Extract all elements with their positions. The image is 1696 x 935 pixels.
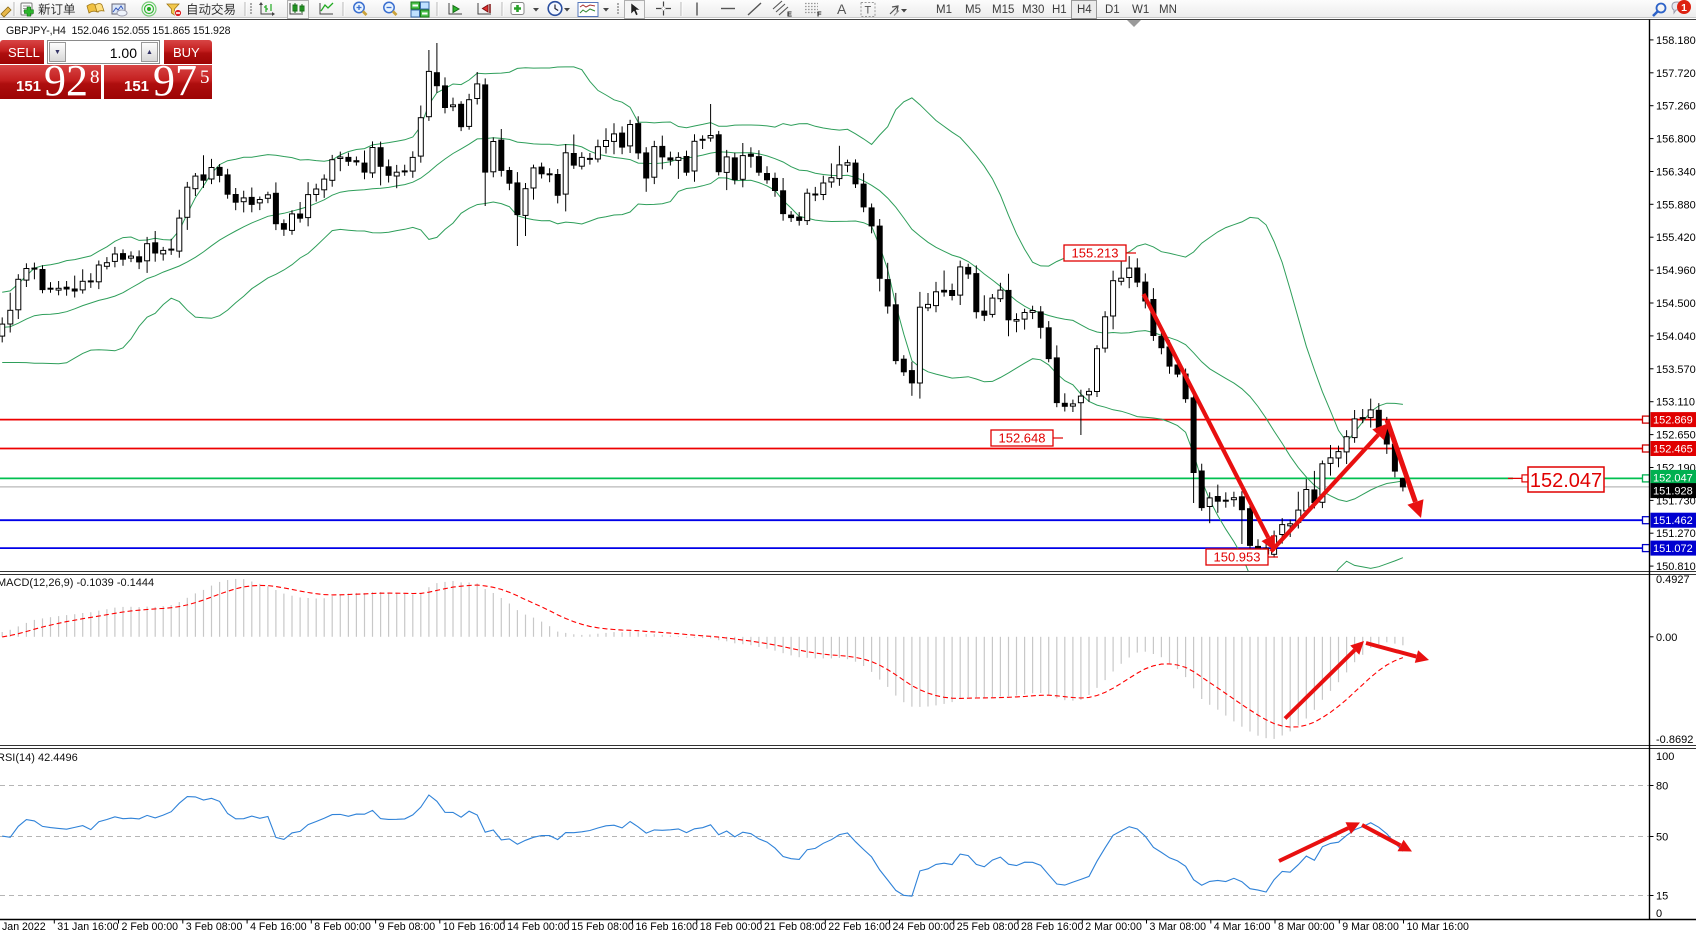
svg-text:8 Mar 00:00: 8 Mar 00:00 [1278, 921, 1335, 933]
svg-text:152.465: 152.465 [1653, 444, 1693, 456]
svg-text:16 Feb 16:00: 16 Feb 16:00 [636, 921, 699, 933]
svg-text:MN: MN [1159, 4, 1177, 16]
svg-text:Jan 2022: Jan 2022 [2, 921, 46, 933]
svg-text:150.810: 150.810 [1656, 561, 1696, 573]
svg-text:9 Feb 08:00: 9 Feb 08:00 [379, 921, 436, 933]
svg-text:158.180: 158.180 [1656, 35, 1696, 47]
svg-text:9 Mar 08:00: 9 Mar 08:00 [1342, 921, 1399, 933]
svg-text:155.420: 155.420 [1656, 232, 1696, 244]
svg-text:T: T [865, 5, 872, 17]
svg-text:18 Feb 00:00: 18 Feb 00:00 [700, 921, 763, 933]
svg-text:100: 100 [1656, 751, 1674, 763]
svg-text:152.648: 152.648 [999, 431, 1046, 446]
svg-text:152.869: 152.869 [1653, 415, 1693, 427]
svg-text:3 Mar 08:00: 3 Mar 08:00 [1150, 921, 1207, 933]
svg-text:D1: D1 [1105, 4, 1120, 16]
svg-text:151.462: 151.462 [1653, 515, 1693, 527]
svg-text:156.800: 156.800 [1656, 134, 1696, 146]
svg-text:153.110: 153.110 [1656, 397, 1695, 409]
svg-text:A: A [837, 1, 847, 17]
svg-text:10 Mar 16:00: 10 Mar 16:00 [1407, 921, 1470, 933]
svg-text:157.720: 157.720 [1656, 68, 1696, 80]
svg-text:24 Feb 00:00: 24 Feb 00:00 [893, 921, 956, 933]
svg-text:0: 0 [1656, 908, 1662, 920]
svg-text:151.730: 151.730 [1656, 495, 1696, 507]
svg-text:28 Feb 16:00: 28 Feb 16:00 [1021, 921, 1084, 933]
svg-text:0.4927: 0.4927 [1656, 574, 1690, 586]
svg-text:151.928: 151.928 [1653, 486, 1693, 498]
svg-text:15 Feb 08:00: 15 Feb 08:00 [571, 921, 634, 933]
svg-text:M15: M15 [992, 4, 1014, 16]
svg-text:M1: M1 [936, 4, 952, 16]
svg-text:H4: H4 [1077, 4, 1092, 16]
svg-text:F: F [817, 10, 822, 19]
svg-text:M5: M5 [965, 4, 981, 16]
svg-text:8 Feb 00:00: 8 Feb 00:00 [314, 921, 371, 933]
svg-text:155.213: 155.213 [1072, 246, 1119, 261]
svg-text:80: 80 [1656, 781, 1668, 793]
svg-text:152.047: 152.047 [1653, 472, 1693, 484]
svg-text:151.072: 151.072 [1653, 543, 1693, 555]
svg-text:25 Feb 08:00: 25 Feb 08:00 [957, 921, 1020, 933]
svg-text:W1: W1 [1132, 4, 1149, 16]
svg-text:50: 50 [1656, 832, 1668, 844]
svg-text:22 Feb 16:00: 22 Feb 16:00 [828, 921, 891, 933]
svg-text:4 Feb 16:00: 4 Feb 16:00 [250, 921, 307, 933]
svg-text:14 Feb 00:00: 14 Feb 00:00 [507, 921, 570, 933]
svg-text:150.953: 150.953 [1214, 550, 1261, 565]
svg-text:H1: H1 [1052, 4, 1067, 16]
svg-text:2 Mar 00:00: 2 Mar 00:00 [1085, 921, 1142, 933]
svg-text:154.960: 154.960 [1656, 265, 1696, 277]
svg-text:155.880: 155.880 [1656, 199, 1696, 211]
svg-text:152.650: 152.650 [1656, 430, 1696, 442]
svg-text:RSI(14) 42.4496: RSI(14) 42.4496 [0, 752, 78, 764]
svg-text:21 Feb 08:00: 21 Feb 08:00 [764, 921, 827, 933]
svg-text:153.570: 153.570 [1656, 364, 1696, 376]
svg-text:152.047: 152.047 [1530, 470, 1602, 492]
svg-text:157.260: 157.260 [1656, 101, 1696, 113]
svg-text:M30: M30 [1022, 4, 1044, 16]
svg-text:0.00: 0.00 [1656, 632, 1677, 644]
svg-text:4 Mar 16:00: 4 Mar 16:00 [1214, 921, 1271, 933]
svg-text:151.270: 151.270 [1656, 528, 1696, 540]
svg-text:15: 15 [1656, 891, 1668, 903]
svg-text:1: 1 [1681, 2, 1687, 14]
svg-text:3 Feb 08:00: 3 Feb 08:00 [186, 921, 243, 933]
svg-text:2 Feb 00:00: 2 Feb 00:00 [122, 921, 179, 933]
svg-text:10 Feb 16:00: 10 Feb 16:00 [443, 921, 506, 933]
svg-text:156.340: 156.340 [1656, 167, 1696, 179]
svg-text:MACD(12,26,9) -0.1039 -0.1444: MACD(12,26,9) -0.1039 -0.1444 [0, 577, 154, 589]
svg-text:31 Jan 16:00: 31 Jan 16:00 [57, 921, 118, 933]
svg-text:E: E [787, 10, 792, 19]
svg-text:154.500: 154.500 [1656, 298, 1696, 310]
svg-text:-0.8692: -0.8692 [1656, 734, 1693, 746]
svg-text:154.040: 154.040 [1656, 331, 1696, 343]
